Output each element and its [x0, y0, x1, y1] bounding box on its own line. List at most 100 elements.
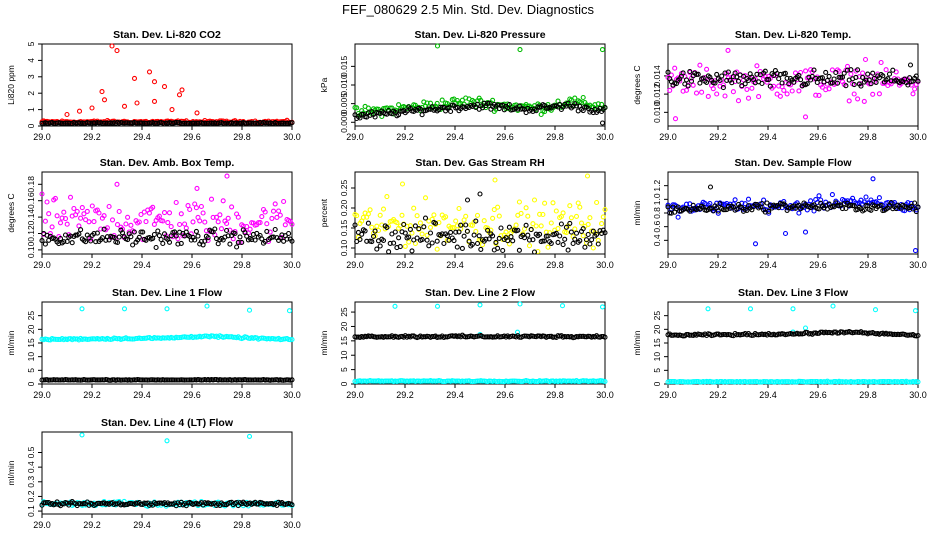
data-point: [274, 214, 280, 220]
data-point: [136, 219, 142, 225]
x-tick-label: 29.0: [346, 390, 364, 400]
data-point: [76, 501, 82, 507]
y-tick-label: 0.1: [26, 505, 36, 517]
y-tick-label: 10: [26, 352, 36, 362]
data-point: [109, 43, 115, 49]
data-point: [791, 379, 797, 385]
data-point: [375, 334, 382, 340]
data-point: [456, 205, 462, 212]
data-point: [422, 215, 429, 221]
data-point: [672, 116, 679, 122]
data-point: [759, 200, 765, 207]
data-point: [412, 223, 418, 229]
y-tick-label: 0.6: [652, 220, 662, 232]
data-point: [766, 208, 772, 214]
data-point: [429, 334, 435, 340]
data-point: [57, 220, 64, 226]
data-point: [490, 97, 496, 103]
y-tick-label: 0.15: [339, 219, 349, 236]
x-tick-label: 29.0: [33, 260, 51, 270]
data-point: [819, 84, 825, 90]
data-point: [495, 245, 501, 251]
data-point: [776, 76, 782, 82]
data-point: [369, 224, 375, 230]
data-point: [710, 208, 716, 214]
data-point: [146, 69, 153, 75]
data-point: [130, 242, 136, 248]
data-point: [759, 80, 765, 87]
data-point: [429, 240, 435, 246]
data-point: [477, 302, 483, 308]
chart-title: Stan. Dev. Li-820 Temp.: [735, 29, 851, 41]
data-point: [78, 215, 84, 221]
data-point: [912, 86, 918, 92]
y-tick-label: 20: [652, 324, 662, 334]
x-tick-label: 29.2: [396, 260, 414, 270]
chart-panel: Stan. Dev. Gas Stream RH percent 29.0 29.2 2…: [319, 157, 614, 270]
data-point: [789, 88, 795, 94]
data-point: [477, 191, 483, 197]
data-point: [441, 240, 447, 247]
data-point: [197, 218, 203, 224]
data-point: [537, 211, 543, 217]
data-point: [399, 212, 405, 218]
plot-frame: [354, 301, 606, 385]
data-series: [39, 376, 295, 383]
data-point: [175, 377, 181, 383]
y-tick-label: 20: [339, 321, 349, 331]
data-point: [446, 237, 452, 243]
data-point: [160, 240, 166, 247]
data-point: [187, 377, 193, 383]
data-point: [907, 62, 914, 68]
data-point: [49, 224, 55, 230]
data-point: [119, 377, 126, 383]
y-axis-label: Li820 ppm: [6, 65, 16, 105]
data-point: [215, 241, 221, 247]
chart-panel: Stan. Dev. Line 3 Flow ml/min 29.0 29.2 29.4…: [632, 287, 927, 400]
y-tick-label: 0.10: [26, 241, 36, 258]
data-point: [461, 233, 467, 239]
x-tick-label: 29.0: [346, 132, 364, 142]
data-point: [599, 47, 606, 53]
data-point: [503, 229, 509, 235]
data-point: [505, 238, 511, 244]
data-point: [235, 214, 241, 220]
data-point: [62, 232, 69, 238]
data-point: [719, 73, 725, 79]
data-point: [109, 217, 116, 223]
data-point: [101, 97, 108, 103]
data-point: [876, 91, 882, 97]
data-point: [128, 222, 134, 228]
data-point: [675, 214, 681, 220]
data-point: [573, 230, 580, 236]
x-tick-label: 29.6: [183, 390, 201, 400]
x-tick-label: 29.0: [33, 132, 51, 142]
data-point: [722, 93, 728, 99]
data-point: [67, 194, 74, 200]
data-point: [173, 377, 179, 383]
data-point: [517, 47, 523, 53]
data-point: [352, 222, 358, 228]
data-point: [515, 227, 521, 233]
y-tick-label: 0.25: [339, 179, 349, 196]
data-point: [888, 200, 894, 206]
data-point: [667, 87, 673, 93]
data-point: [567, 203, 573, 209]
data-point: [439, 97, 445, 103]
data-point: [876, 379, 882, 385]
data-point: [479, 105, 486, 111]
data-point: [114, 48, 120, 54]
data-point: [816, 193, 822, 199]
data-point: [704, 66, 710, 72]
data-point: [784, 379, 790, 385]
data-point: [88, 238, 94, 244]
data-point: [121, 306, 128, 312]
y-tick-label: 5: [652, 368, 662, 373]
data-point: [57, 236, 64, 242]
data-point: [781, 87, 787, 93]
data-series: [39, 119, 295, 127]
x-tick-label: 29.4: [133, 390, 151, 400]
data-point: [844, 198, 851, 204]
data-point: [912, 308, 919, 314]
y-tick-label: 0.14: [26, 209, 36, 226]
